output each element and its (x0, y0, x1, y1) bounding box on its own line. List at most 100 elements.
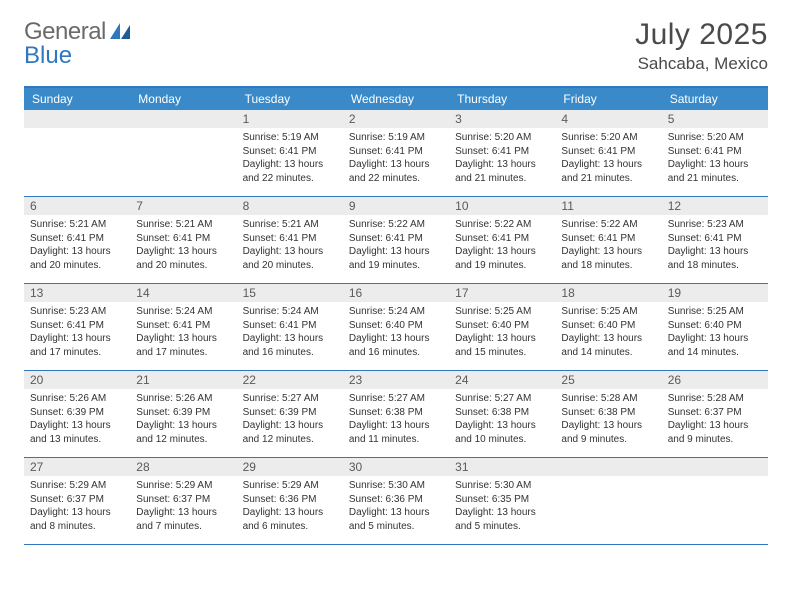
daylight-text: Daylight: 13 hours and 5 minutes. (349, 506, 443, 533)
sunset-text: Sunset: 6:37 PM (136, 493, 230, 507)
daylight-text: Daylight: 13 hours and 12 minutes. (243, 419, 337, 446)
day-cell: 15Sunrise: 5:24 AMSunset: 6:41 PMDayligh… (237, 284, 343, 370)
day-number: 3 (449, 110, 555, 128)
daylight-text: Daylight: 13 hours and 17 minutes. (136, 332, 230, 359)
daylight-text: Daylight: 13 hours and 16 minutes. (349, 332, 443, 359)
location: Sahcaba, Mexico (635, 54, 768, 74)
dow-tuesday: Tuesday (237, 88, 343, 110)
day-details: Sunrise: 5:26 AMSunset: 6:39 PMDaylight:… (24, 389, 130, 452)
sunset-text: Sunset: 6:41 PM (30, 232, 124, 246)
sunset-text: Sunset: 6:40 PM (561, 319, 655, 333)
sunrise-text: Sunrise: 5:28 AM (561, 392, 655, 406)
day-cell: 3Sunrise: 5:20 AMSunset: 6:41 PMDaylight… (449, 110, 555, 196)
daylight-text: Daylight: 13 hours and 13 minutes. (30, 419, 124, 446)
day-details: Sunrise: 5:29 AMSunset: 6:37 PMDaylight:… (24, 476, 130, 539)
day-cell: . (130, 110, 236, 196)
day-number: 12 (662, 197, 768, 215)
day-details: Sunrise: 5:23 AMSunset: 6:41 PMDaylight:… (662, 215, 768, 278)
day-number: 22 (237, 371, 343, 389)
day-number: 5 (662, 110, 768, 128)
sunset-text: Sunset: 6:36 PM (349, 493, 443, 507)
daylight-text: Daylight: 13 hours and 18 minutes. (561, 245, 655, 272)
sunrise-text: Sunrise: 5:27 AM (455, 392, 549, 406)
day-number: 27 (24, 458, 130, 476)
day-cell: 11 Sunrise: 5:22 AMSunset: 6:41 PMDayligh… (555, 197, 661, 283)
sunset-text: Sunset: 6:36 PM (243, 493, 337, 507)
day-number: 11 (555, 197, 661, 215)
sunset-text: Sunset: 6:40 PM (668, 319, 762, 333)
day-cell: 10Sunrise: 5:22 AMSunset: 6:41 PMDayligh… (449, 197, 555, 283)
day-details: Sunrise: 5:22 AMSunset: 6:41 PMDaylight:… (343, 215, 449, 278)
sunrise-text: Sunrise: 5:23 AM (30, 305, 124, 319)
daylight-text: Daylight: 13 hours and 21 minutes. (668, 158, 762, 185)
day-number: 26 (662, 371, 768, 389)
sunset-text: Sunset: 6:38 PM (349, 406, 443, 420)
sunrise-text: Sunrise: 5:20 AM (668, 131, 762, 145)
sunset-text: Sunset: 6:37 PM (30, 493, 124, 507)
sunset-text: Sunset: 6:37 PM (668, 406, 762, 420)
sunrise-text: Sunrise: 5:24 AM (243, 305, 337, 319)
day-cell: 17Sunrise: 5:25 AMSunset: 6:40 PMDayligh… (449, 284, 555, 370)
daylight-text: Daylight: 13 hours and 21 minutes. (455, 158, 549, 185)
daylight-text: Daylight: 13 hours and 21 minutes. (561, 158, 655, 185)
day-cell: 9Sunrise: 5:22 AMSunset: 6:41 PMDaylight… (343, 197, 449, 283)
sunset-text: Sunset: 6:38 PM (561, 406, 655, 420)
sunset-text: Sunset: 6:39 PM (243, 406, 337, 420)
day-cell: 31Sunrise: 5:30 AMSunset: 6:35 PMDayligh… (449, 458, 555, 544)
daylight-text: Daylight: 13 hours and 10 minutes. (455, 419, 549, 446)
daylight-text: Daylight: 13 hours and 14 minutes. (668, 332, 762, 359)
day-cell: . (24, 110, 130, 196)
day-details: Sunrise: 5:21 AMSunset: 6:41 PMDaylight:… (237, 215, 343, 278)
sunset-text: Sunset: 6:39 PM (136, 406, 230, 420)
sunset-text: Sunset: 6:41 PM (668, 232, 762, 246)
day-number: 2 (343, 110, 449, 128)
day-number: 18 (555, 284, 661, 302)
day-number: 19 (662, 284, 768, 302)
sunrise-text: Sunrise: 5:27 AM (243, 392, 337, 406)
daylight-text: Daylight: 13 hours and 22 minutes. (243, 158, 337, 185)
daylight-text: Daylight: 13 hours and 9 minutes. (561, 419, 655, 446)
daylight-text: Daylight: 13 hours and 9 minutes. (668, 419, 762, 446)
week-row: ..1Sunrise: 5:19 AMSunset: 6:41 PMDaylig… (24, 110, 768, 197)
day-cell: 2Sunrise: 5:19 AMSunset: 6:41 PMDaylight… (343, 110, 449, 196)
daylight-text: Daylight: 13 hours and 17 minutes. (30, 332, 124, 359)
sunrise-text: Sunrise: 5:29 AM (136, 479, 230, 493)
sunrise-text: Sunrise: 5:29 AM (30, 479, 124, 493)
day-number: . (662, 458, 768, 476)
day-number: 23 (343, 371, 449, 389)
day-details: Sunrise: 5:29 AMSunset: 6:36 PMDaylight:… (237, 476, 343, 539)
day-cell: 12Sunrise: 5:23 AMSunset: 6:41 PMDayligh… (662, 197, 768, 283)
logo-sail-icon (110, 23, 132, 41)
daylight-text: Daylight: 13 hours and 8 minutes. (30, 506, 124, 533)
day-number: 30 (343, 458, 449, 476)
sunrise-text: Sunrise: 5:19 AM (243, 131, 337, 145)
sunrise-text: Sunrise: 5:27 AM (349, 392, 443, 406)
day-number: 28 (130, 458, 236, 476)
dow-wednesday: Wednesday (343, 88, 449, 110)
day-cell: 27Sunrise: 5:29 AMSunset: 6:37 PMDayligh… (24, 458, 130, 544)
day-number: 13 (24, 284, 130, 302)
sunrise-text: Sunrise: 5:30 AM (455, 479, 549, 493)
day-number: 21 (130, 371, 236, 389)
day-details: Sunrise: 5:20 AMSunset: 6:41 PMDaylight:… (449, 128, 555, 191)
sunset-text: Sunset: 6:40 PM (455, 319, 549, 333)
day-details: Sunrise: 5:21 AMSunset: 6:41 PMDaylight:… (130, 215, 236, 278)
sunrise-text: Sunrise: 5:22 AM (349, 218, 443, 232)
sunrise-text: Sunrise: 5:30 AM (349, 479, 443, 493)
sunset-text: Sunset: 6:41 PM (668, 145, 762, 159)
day-number: 7 (130, 197, 236, 215)
sunrise-text: Sunrise: 5:28 AM (668, 392, 762, 406)
sunrise-text: Sunrise: 5:22 AM (561, 218, 655, 232)
day-cell: 1Sunrise: 5:19 AMSunset: 6:41 PMDaylight… (237, 110, 343, 196)
sunrise-text: Sunrise: 5:21 AM (243, 218, 337, 232)
dow-saturday: Saturday (662, 88, 768, 110)
daylight-text: Daylight: 13 hours and 19 minutes. (455, 245, 549, 272)
day-details: Sunrise: 5:24 AMSunset: 6:41 PMDaylight:… (130, 302, 236, 365)
sunset-text: Sunset: 6:41 PM (561, 232, 655, 246)
sunset-text: Sunset: 6:40 PM (349, 319, 443, 333)
sunrise-text: Sunrise: 5:23 AM (668, 218, 762, 232)
day-details: Sunrise: 5:19 AMSunset: 6:41 PMDaylight:… (237, 128, 343, 191)
daylight-text: Daylight: 13 hours and 20 minutes. (30, 245, 124, 272)
sunset-text: Sunset: 6:38 PM (455, 406, 549, 420)
day-cell: 7Sunrise: 5:21 AMSunset: 6:41 PMDaylight… (130, 197, 236, 283)
